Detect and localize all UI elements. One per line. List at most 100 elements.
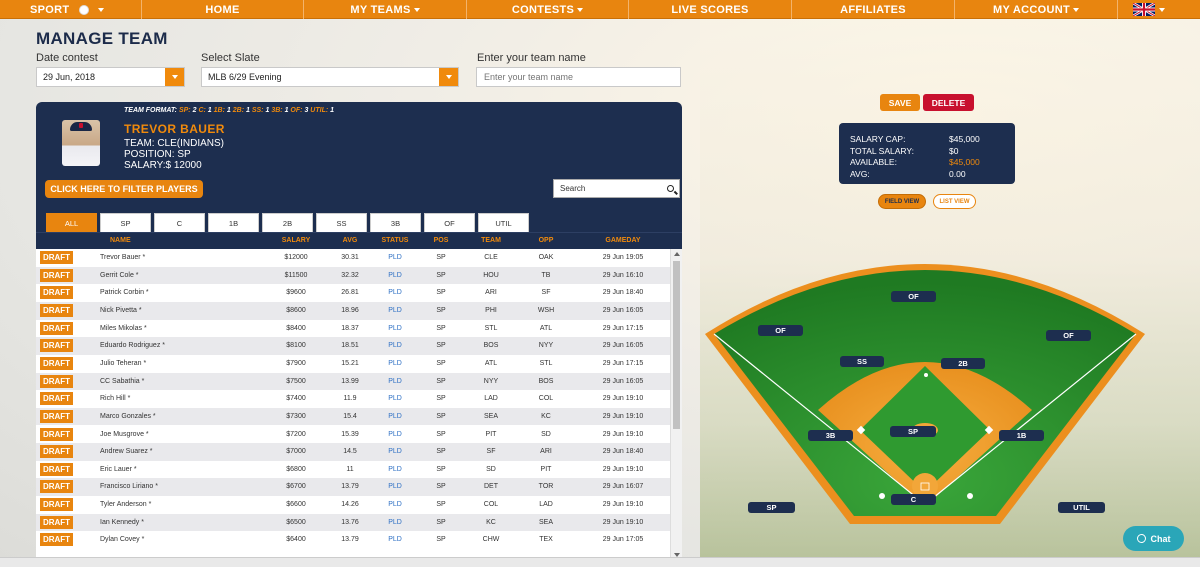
tab-c[interactable]: C (154, 213, 205, 232)
dropdown-caret-icon[interactable] (165, 68, 184, 86)
tab-all[interactable]: ALL (46, 213, 97, 232)
draft-button[interactable]: DRAFT (40, 498, 73, 512)
opp-cell: TB (541, 271, 551, 279)
pos-cell: SP (436, 324, 446, 332)
nav-language[interactable] (1118, 0, 1180, 19)
field-view-button[interactable]: FIELD VIEW (878, 194, 926, 209)
pos-cell: SP (436, 536, 446, 544)
player-name-cell[interactable]: Ian Kennedy * (100, 518, 144, 526)
draft-button[interactable]: DRAFT (40, 303, 73, 317)
filter-players-button[interactable]: CLICK HERE TO FILTER PLAYERS (45, 180, 203, 198)
nav-contests[interactable]: CONTESTS (467, 0, 629, 19)
player-name-cell[interactable]: Patrick Corbin * (100, 289, 149, 297)
col-gameday[interactable]: GAMEDAY (605, 237, 641, 244)
player-name-cell[interactable]: Nick Pivetta * (100, 306, 142, 314)
nav-my-teams[interactable]: MY TEAMS (304, 0, 467, 19)
team-cell: SEA (483, 412, 499, 420)
col-avg[interactable]: AVG (342, 237, 358, 244)
tab-2b[interactable]: 2B (262, 213, 313, 232)
draft-button[interactable]: DRAFT (40, 286, 73, 300)
tab-ss[interactable]: SS (316, 213, 367, 232)
draft-button[interactable]: DRAFT (40, 356, 73, 370)
field-slot-of-right[interactable]: OF (1046, 330, 1091, 341)
list-view-button[interactable]: LIST VIEW (933, 194, 976, 209)
player-name-cell[interactable]: Eric Lauer * (100, 465, 137, 473)
tab-of[interactable]: OF (424, 213, 475, 232)
scrollbar-thumb[interactable] (673, 261, 680, 429)
slate-select[interactable]: MLB 6/29 Evening (201, 67, 459, 87)
salary-cell: $7300 (286, 412, 306, 420)
field-slot-of-center[interactable]: OF (891, 291, 936, 302)
search-input[interactable]: Search (553, 179, 680, 198)
player-name-cell[interactable]: Andrew Suarez * (100, 448, 153, 456)
pos-cell: SP (436, 289, 446, 297)
player-name-cell[interactable]: CC Sabathia * (100, 377, 145, 385)
col-opp[interactable]: OPP (538, 237, 554, 244)
draft-button[interactable]: DRAFT (40, 427, 73, 441)
delete-button[interactable]: DELETE (923, 94, 974, 111)
player-name-cell[interactable]: Rich Hill * (100, 395, 131, 403)
draft-button[interactable]: DRAFT (40, 515, 73, 529)
scroll-down-icon[interactable] (674, 553, 680, 557)
nav-live-scores[interactable]: LIVE SCORES (629, 0, 792, 19)
player-name-cell[interactable]: Trevor Bauer * (100, 254, 146, 261)
draft-button[interactable]: DRAFT (40, 339, 73, 353)
col-salary[interactable]: SALARY (281, 237, 311, 244)
field-slot-pitcher[interactable]: SP (890, 426, 936, 437)
dropdown-caret-icon[interactable] (439, 68, 458, 86)
save-button[interactable]: SAVE (880, 94, 920, 111)
tab-sp[interactable]: SP (100, 213, 151, 232)
field-slot-util[interactable]: UTIL (1058, 502, 1105, 513)
draft-button[interactable]: DRAFT (40, 392, 73, 406)
player-name-cell[interactable]: Miles Mikolas * (100, 324, 147, 332)
draft-button[interactable]: DRAFT (40, 445, 73, 459)
field-slot-catcher[interactable]: C (891, 494, 936, 505)
player-name-cell[interactable]: Eduardo Rodriguez * (100, 342, 165, 350)
draft-button[interactable]: DRAFT (40, 533, 73, 547)
opp-cell: OAK (538, 254, 554, 261)
player-name-cell[interactable]: Julio Teheran * (100, 359, 147, 367)
table-row: DRAFT Joe Musgrove * $7200 15.39 PLD SP PIT SD 2… (36, 426, 670, 444)
nav-my-account[interactable]: MY ACCOUNT (955, 0, 1118, 19)
col-team[interactable]: TEAM (481, 237, 501, 244)
chat-button[interactable]: Chat (1123, 526, 1184, 551)
player-name-cell[interactable]: Dylan Covey * (100, 536, 145, 544)
draft-button[interactable]: DRAFT (40, 462, 73, 476)
scroll-up-icon[interactable] (674, 252, 680, 256)
nav-affiliates[interactable]: AFFILIATES (792, 0, 955, 19)
player-name-cell[interactable]: Tyler Anderson * (100, 501, 152, 509)
field-slot-ss[interactable]: SS (840, 356, 884, 367)
tab-1b[interactable]: 1B (208, 213, 259, 232)
draft-button[interactable]: DRAFT (40, 251, 73, 264)
search-icon[interactable] (667, 185, 674, 192)
col-status[interactable]: STATUS (381, 237, 409, 244)
total-salary-label: TOTAL SALARY: (850, 146, 914, 156)
col-pos[interactable]: POS (433, 237, 449, 244)
player-name-cell[interactable]: Marco Gonzales * (100, 412, 156, 420)
field-slot-2b[interactable]: 2B (941, 358, 985, 369)
nav-sport[interactable]: SPORT (0, 0, 142, 19)
draft-button[interactable]: DRAFT (40, 268, 73, 282)
player-name-cell[interactable]: Francisco Liriano * (100, 483, 158, 491)
nav-home[interactable]: HOME (142, 0, 304, 19)
date-contest-select[interactable]: 29 Jun, 2018 (36, 67, 185, 87)
tab-util[interactable]: UTIL (478, 213, 529, 232)
slate-value: MLB 6/29 Evening (208, 72, 282, 82)
col-name[interactable]: NAME (110, 237, 131, 244)
tab-3b[interactable]: 3B (370, 213, 421, 232)
field-slot-of-left[interactable]: OF (758, 325, 803, 336)
player-name-cell[interactable]: Joe Musgrove * (100, 430, 149, 438)
draft-button[interactable]: DRAFT (40, 480, 73, 494)
draft-button[interactable]: DRAFT (40, 374, 73, 388)
team-format-of: OF: 3 (290, 107, 309, 114)
draft-button[interactable]: DRAFT (40, 321, 73, 335)
field-slot-sp-bench[interactable]: SP (748, 502, 795, 513)
player-name-cell[interactable]: Gerrit Cole * (100, 271, 139, 279)
field-slot-3b[interactable]: 3B (808, 430, 853, 441)
draft-button[interactable]: DRAFT (40, 409, 73, 423)
chat-bubble-icon (1136, 534, 1146, 543)
table-scrollbar[interactable] (670, 249, 682, 560)
field-slot-1b[interactable]: 1B (999, 430, 1044, 441)
team-name-input[interactable] (476, 67, 681, 87)
team-cell: HOU (483, 271, 499, 279)
